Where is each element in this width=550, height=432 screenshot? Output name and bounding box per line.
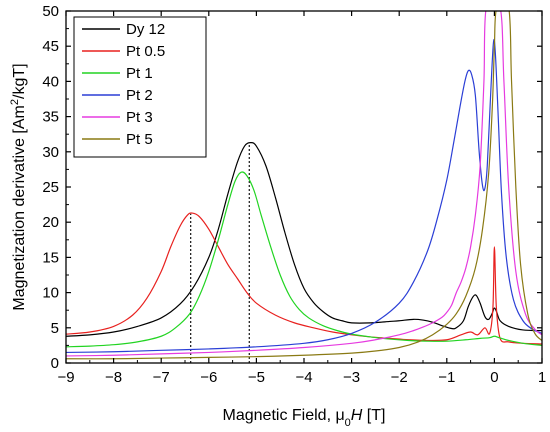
axis-ticks: [65, 10, 543, 364]
y-tick-label: 30: [42, 144, 59, 161]
legend-label: Pt 3: [126, 109, 153, 126]
legend-label: Pt 1: [126, 65, 153, 82]
y-axis-title: Magnetization derivative [Am2/kgT]: [9, 63, 28, 310]
legend-label: Pt 0.5: [126, 43, 165, 60]
series-line-dy-12: [66, 142, 542, 337]
annotation-layer: [190, 143, 250, 363]
series-line-pt-2: [66, 39, 542, 354]
series-line-pt-3: [66, 11, 542, 357]
legend: Dy 12 Pt 0.5 Pt 1 Pt 2 Pt 3 Pt 5: [73, 16, 207, 158]
legend-label: Dy 12: [126, 21, 165, 38]
legend-label: Pt 5: [126, 131, 153, 148]
y-tick-label: 35: [42, 109, 59, 126]
x-tick-label: −5: [248, 369, 265, 386]
y-tick-label: 40: [42, 73, 59, 90]
series-line-pt-5: [66, 11, 542, 360]
x-tick-label: 1: [538, 369, 546, 386]
x-tick-label: −1: [438, 369, 455, 386]
x-tick-label: −9: [57, 369, 74, 386]
x-tick-label: −6: [200, 369, 217, 386]
y-tick-label: 20: [42, 214, 59, 231]
y-tick-label: 50: [42, 3, 59, 20]
legend-box: [73, 16, 207, 158]
y-tick-label: 0: [51, 355, 59, 372]
series-line-pt-0-5: [66, 212, 542, 345]
legend-label: Pt 2: [126, 87, 153, 104]
x-tick-label: −3: [343, 369, 360, 386]
y-tick-label: 25: [42, 179, 59, 196]
y-tick-label: 15: [42, 249, 59, 266]
x-tick-label: −2: [391, 369, 408, 386]
x-tick-label: 0: [490, 369, 498, 386]
y-tick-label: 5: [51, 320, 59, 337]
y-tick-label: 45: [42, 38, 59, 55]
series-layer: [66, 11, 542, 360]
x-tick-label: −4: [295, 369, 312, 386]
x-tick-label: −7: [153, 369, 170, 386]
x-tick-label: −8: [105, 369, 122, 386]
y-tick-label: 10: [42, 285, 59, 302]
series-line-pt-1: [66, 171, 542, 348]
x-axis-title: Magnetic Field, μ0H [T]: [223, 407, 386, 429]
